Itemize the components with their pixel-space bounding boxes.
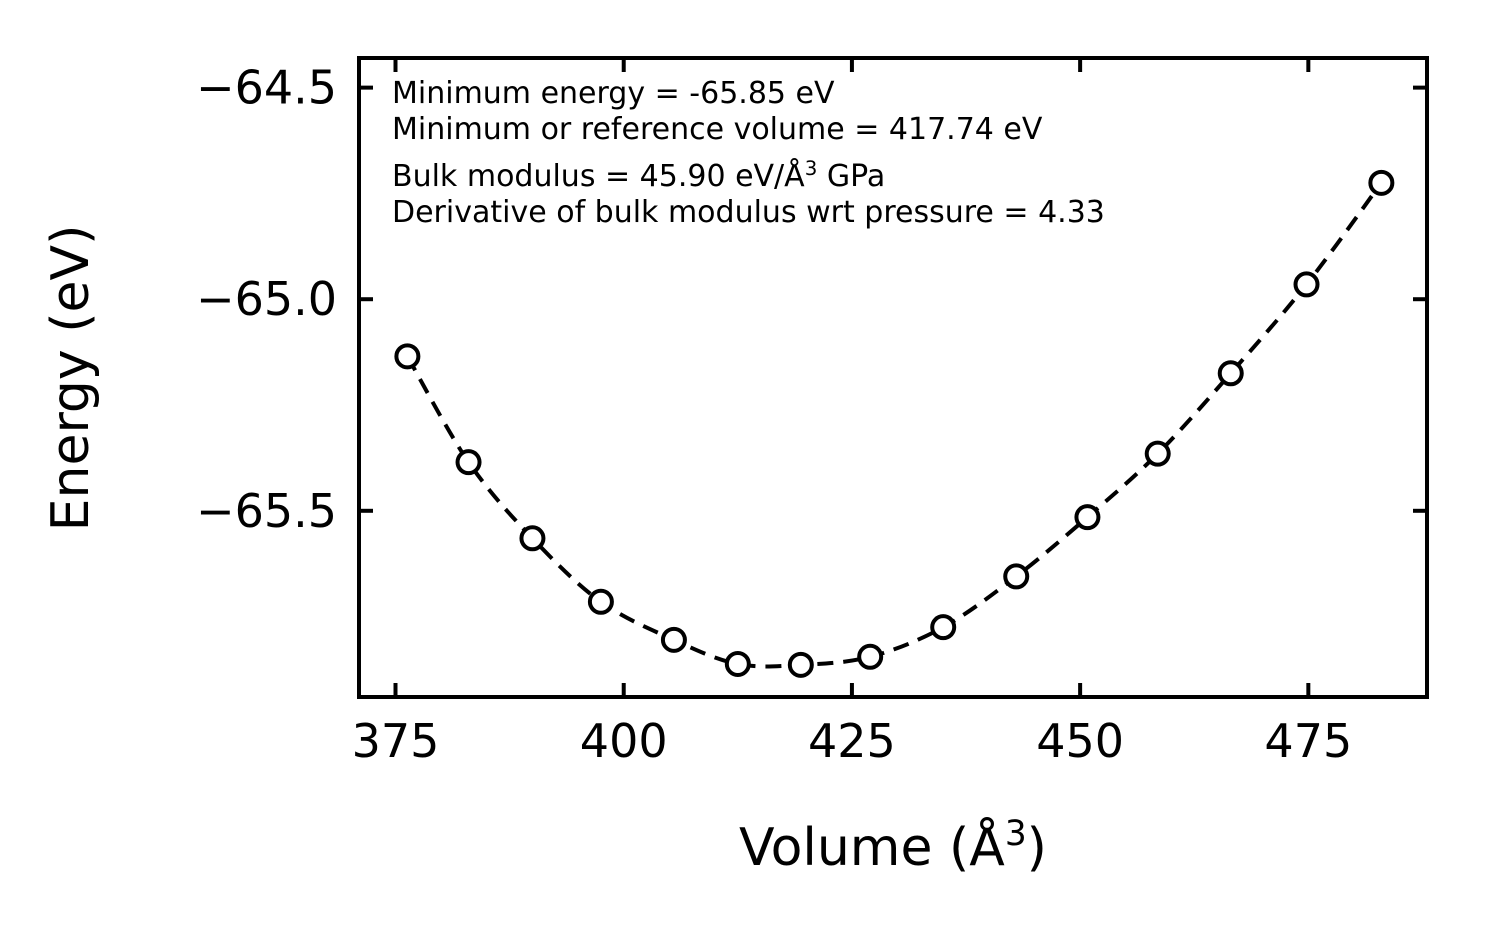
- data-point-marker: [1217, 360, 1244, 387]
- x-tick-label: 400: [580, 714, 668, 768]
- x-axis-ticks: [393, 58, 1311, 697]
- x-axis-tick-labels: 375 400 425 450 475: [352, 714, 1353, 768]
- data-point-marker: [1074, 504, 1101, 531]
- annotation-line-minimum-volume: Minimum or reference volume = 417.74 eV: [392, 112, 1043, 147]
- fit-results-annotation: Minimum energy = -65.85 eV Minimum or re…: [392, 76, 1105, 230]
- y-tick-label: −64.5: [196, 61, 337, 115]
- data-point-marker: [724, 650, 751, 677]
- data-point-marker: [1368, 169, 1395, 196]
- data-point-marker: [857, 643, 884, 670]
- x-axis-label: Volume (Å3): [739, 814, 1047, 878]
- data-point-marker: [930, 614, 957, 641]
- data-point-marker: [1293, 271, 1320, 298]
- x-tick-label: 450: [1036, 714, 1124, 768]
- data-point-marker: [660, 626, 687, 653]
- data-point-marker: [587, 588, 614, 615]
- annotation-line-bulk-modulus-derivative: Derivative of bulk modulus wrt pressure …: [392, 195, 1105, 230]
- y-tick-label: −65.0: [196, 272, 337, 326]
- y-axis-ticks: [359, 85, 1427, 513]
- eos-data-markers: [394, 169, 1395, 678]
- data-point-marker: [787, 651, 814, 678]
- y-tick-label: −65.5: [196, 484, 337, 538]
- energy-volume-series: [394, 169, 1395, 678]
- y-axis-tick-labels: −64.5 −65.0 −65.5: [196, 61, 337, 538]
- data-point-marker: [1144, 440, 1171, 467]
- data-point-marker: [1003, 563, 1030, 590]
- annotation-line-bulk-modulus: Bulk modulus = 45.90 eV/Å3 GPa: [392, 157, 885, 195]
- data-point-marker: [455, 449, 482, 476]
- data-point-marker: [394, 343, 421, 370]
- axes-frame: [357, 56, 1429, 699]
- x-tick-label: 425: [808, 714, 896, 768]
- annotation-line-minimum-energy: Minimum energy = -65.85 eV: [392, 76, 835, 111]
- y-axis-label: Energy (eV): [41, 225, 101, 532]
- x-tick-label: 375: [352, 714, 440, 768]
- x-tick-label: 475: [1264, 714, 1352, 768]
- data-point-marker: [519, 525, 546, 552]
